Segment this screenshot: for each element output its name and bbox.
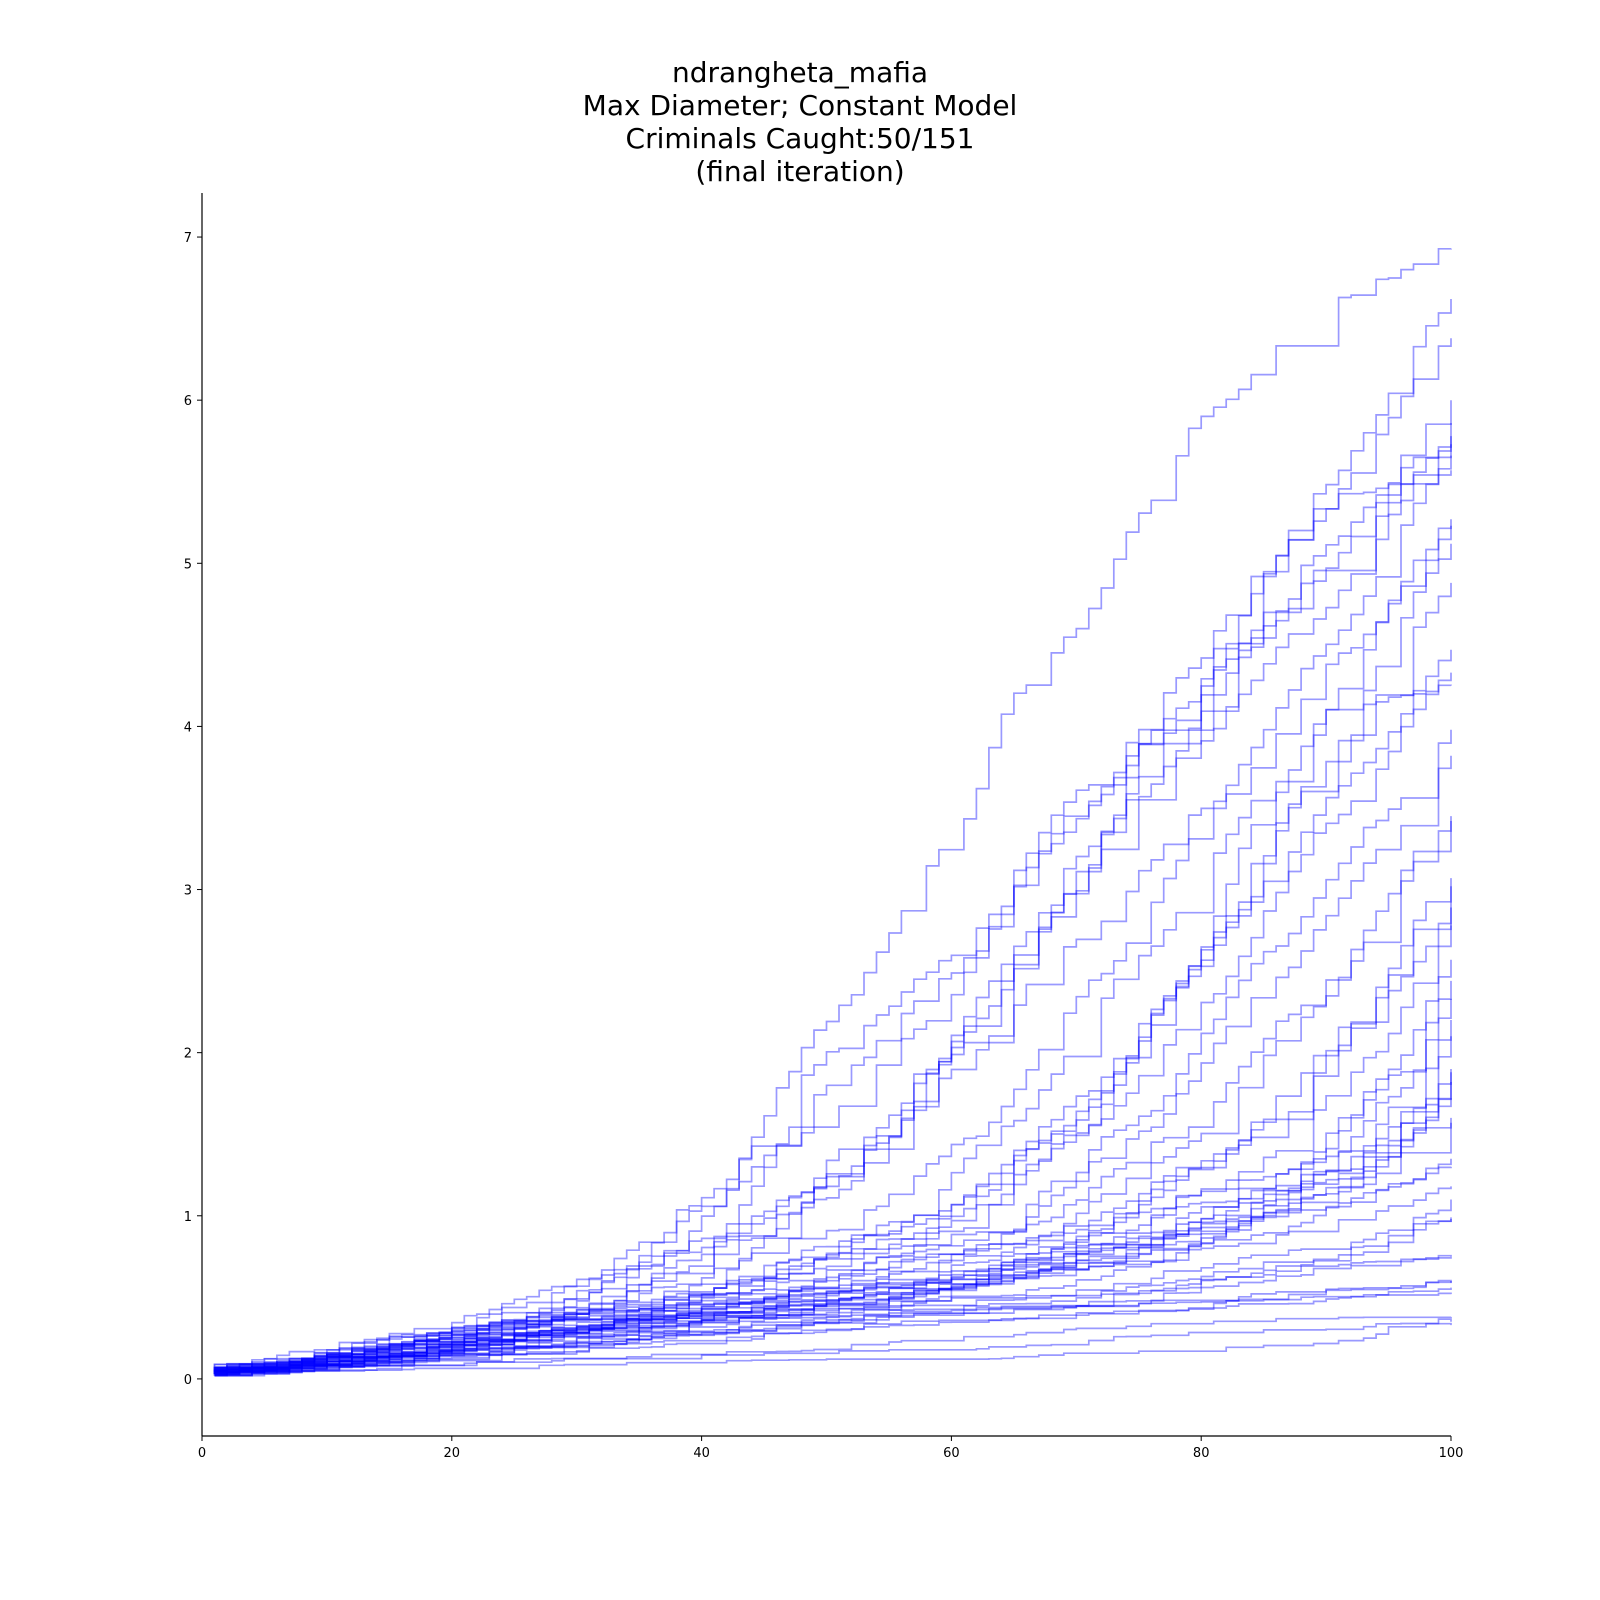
x-ticks: 0 20 40 60 80 100 <box>198 1436 1464 1461</box>
series-line-4 <box>214 400 1452 1370</box>
series-line-15 <box>214 672 1452 1369</box>
series-line-3 <box>213 338 1452 1373</box>
series-line-22 <box>214 886 1452 1374</box>
series-line-30 <box>213 1069 1452 1371</box>
series-line-10 <box>214 519 1452 1372</box>
x-tick-label: 0 <box>198 1446 206 1461</box>
series-line-2 <box>213 299 1452 1374</box>
series-line-26 <box>213 980 1452 1371</box>
y-tick-label: 5 <box>184 557 192 572</box>
y-tick-label: 2 <box>184 1047 192 1062</box>
series-line-13 <box>214 582 1452 1374</box>
series-line-33 <box>213 1098 1452 1368</box>
chart-title-line-3: Criminals Caught:50/151 <box>625 122 975 155</box>
series-line-12 <box>214 543 1452 1370</box>
x-tick-label: 40 <box>693 1446 710 1461</box>
chart-title: ndrangheta_mafia Max Diameter; Constant … <box>0 56 1600 188</box>
series-line-1 <box>214 247 1452 1372</box>
series-line-6 <box>214 436 1452 1372</box>
series-line-31 <box>214 1072 1452 1375</box>
series-line-16 <box>213 684 1452 1371</box>
series-line-46 <box>214 1287 1452 1374</box>
axes-layer <box>201 193 1451 1437</box>
series-line-19 <box>214 816 1452 1370</box>
series-line-37 <box>213 1166 1452 1370</box>
series-line-35 <box>213 1122 1452 1374</box>
y-tick-label: 7 <box>184 231 192 246</box>
x-tick-label: 80 <box>1193 1446 1210 1461</box>
series-line-25 <box>214 959 1452 1375</box>
series-line-17 <box>214 729 1452 1377</box>
series-line-14 <box>214 649 1452 1375</box>
series-line-5 <box>214 423 1452 1377</box>
series-line-34 <box>213 1117 1452 1371</box>
y-tick-label: 6 <box>184 394 192 409</box>
series-line-29 <box>213 1036 1452 1376</box>
y-tick-label: 3 <box>184 884 192 899</box>
chart-title-line-1: ndrangheta_mafia <box>671 56 929 89</box>
series-line-42 <box>214 1254 1452 1370</box>
x-tick-label: 100 <box>1439 1446 1464 1461</box>
series-line-32 <box>214 1082 1452 1374</box>
series-line-45 <box>214 1279 1452 1375</box>
chart-title-line-2: Max Diameter; Constant Model <box>582 89 1018 122</box>
series-line-27 <box>214 998 1452 1374</box>
series-line-39 <box>214 1199 1452 1372</box>
series-line-50 <box>213 1322 1452 1374</box>
series-line-11 <box>214 525 1452 1377</box>
series-line-38 <box>214 1186 1452 1377</box>
series-line-49 <box>214 1318 1452 1372</box>
chart-title-line-4: (final iteration) <box>695 155 905 188</box>
series-line-7 <box>213 444 1452 1366</box>
y-tick-label: 1 <box>184 1210 192 1225</box>
x-tick-label: 20 <box>444 1446 461 1461</box>
series-line-21 <box>214 878 1452 1372</box>
x-tick-label: 60 <box>943 1446 960 1461</box>
series-line-44 <box>213 1281 1452 1371</box>
series-line-8 <box>213 455 1452 1374</box>
series-line-36 <box>213 1158 1452 1373</box>
series-line-41 <box>214 1219 1452 1374</box>
series-line-43 <box>213 1256 1452 1376</box>
series-line-24 <box>213 925 1452 1368</box>
series-line-40 <box>214 1217 1452 1375</box>
series-line-48 <box>214 1316 1452 1377</box>
y-tick-label: 4 <box>184 720 192 735</box>
series-layer <box>213 247 1452 1377</box>
series-line-18 <box>213 755 1452 1373</box>
y-ticks: 0 1 2 3 4 5 6 7 <box>184 231 202 1388</box>
y-tick-label: 0 <box>184 1373 192 1388</box>
series-line-9 <box>213 470 1452 1373</box>
series-line-23 <box>214 907 1452 1377</box>
series-line-28 <box>213 1020 1452 1370</box>
series-line-20 <box>213 821 1452 1374</box>
series-line-47 <box>213 1292 1452 1369</box>
